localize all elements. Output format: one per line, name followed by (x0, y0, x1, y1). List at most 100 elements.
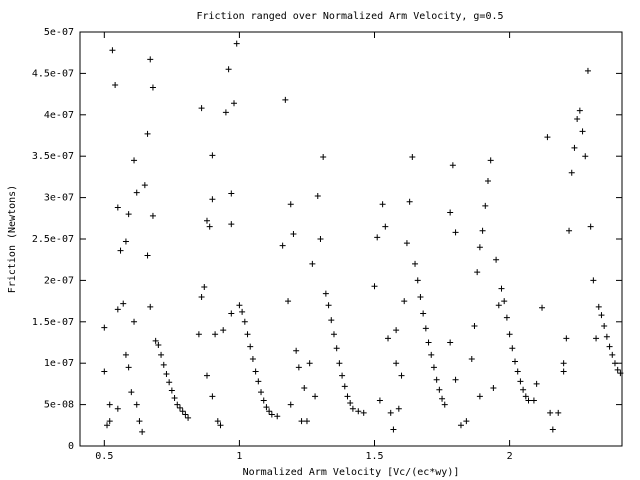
point (290, 231, 297, 238)
point (403, 240, 410, 247)
x-tick-label: 2 (507, 451, 513, 462)
point (149, 212, 156, 219)
point (339, 372, 346, 379)
y-tick-label: 1.5e-07 (32, 317, 74, 328)
point (333, 345, 340, 352)
point (439, 395, 446, 402)
point (266, 408, 273, 415)
point (533, 380, 540, 387)
point (430, 364, 437, 371)
point (609, 351, 616, 358)
point (560, 368, 567, 375)
point (414, 277, 421, 284)
point (195, 331, 202, 338)
point (320, 154, 327, 161)
point (287, 201, 294, 208)
point (228, 190, 235, 197)
point (382, 223, 389, 230)
point (452, 376, 459, 383)
point (303, 418, 310, 425)
point (425, 339, 432, 346)
point (209, 152, 216, 159)
point (133, 401, 140, 408)
point (166, 379, 173, 386)
point (493, 256, 500, 263)
point (147, 56, 154, 63)
point (128, 389, 135, 396)
point (214, 418, 221, 425)
point (484, 178, 491, 185)
point (544, 134, 551, 141)
point (174, 401, 181, 408)
point (395, 405, 402, 412)
point (198, 105, 205, 112)
point (374, 234, 381, 241)
point (306, 360, 313, 367)
plot-frame (79, 31, 623, 447)
point (447, 339, 454, 346)
point (122, 238, 129, 245)
point (144, 130, 151, 137)
point (509, 345, 516, 352)
point (201, 284, 208, 291)
point (114, 306, 121, 313)
point (122, 351, 129, 358)
point (479, 227, 486, 234)
y-tick-label: 0 (68, 441, 74, 452)
point (595, 303, 602, 310)
point (133, 189, 140, 196)
point (212, 331, 219, 338)
point (293, 347, 300, 354)
y-tick-label: 4.5e-07 (32, 68, 74, 79)
point (476, 393, 483, 400)
point (601, 322, 608, 329)
point (217, 422, 224, 429)
point (560, 360, 567, 367)
point (582, 153, 589, 160)
point (506, 331, 513, 338)
point (301, 385, 308, 392)
point (433, 376, 440, 383)
point (131, 157, 138, 164)
point (487, 157, 494, 164)
point (309, 260, 316, 267)
point (244, 331, 251, 338)
point (398, 372, 405, 379)
point (514, 368, 521, 375)
point (239, 308, 246, 315)
point (222, 109, 229, 116)
point (355, 408, 362, 415)
point (468, 356, 475, 363)
point (252, 368, 259, 375)
point (268, 411, 275, 418)
point (512, 358, 519, 365)
point (474, 269, 481, 276)
point (114, 405, 121, 412)
point (112, 81, 119, 88)
point (236, 302, 243, 309)
point (360, 409, 367, 416)
x-axis-label: Normalized Arm Velocity [Vc/(ec*wy)] (243, 467, 460, 478)
point (614, 366, 621, 373)
point (228, 310, 235, 317)
x-tick-label: 1 (236, 451, 242, 462)
point (120, 300, 127, 307)
point (131, 318, 138, 325)
point (463, 418, 470, 425)
point (155, 341, 162, 348)
point (436, 386, 443, 393)
point (106, 418, 113, 425)
y-tick-label: 3.5e-07 (32, 151, 74, 162)
point (168, 387, 175, 394)
point (109, 47, 116, 54)
point (417, 293, 424, 300)
point (209, 196, 216, 203)
point (522, 393, 529, 400)
y-tick-label: 5e-08 (44, 400, 74, 411)
point (420, 310, 427, 317)
point (406, 198, 413, 205)
point (282, 96, 289, 103)
point (390, 426, 397, 433)
point (593, 335, 600, 342)
